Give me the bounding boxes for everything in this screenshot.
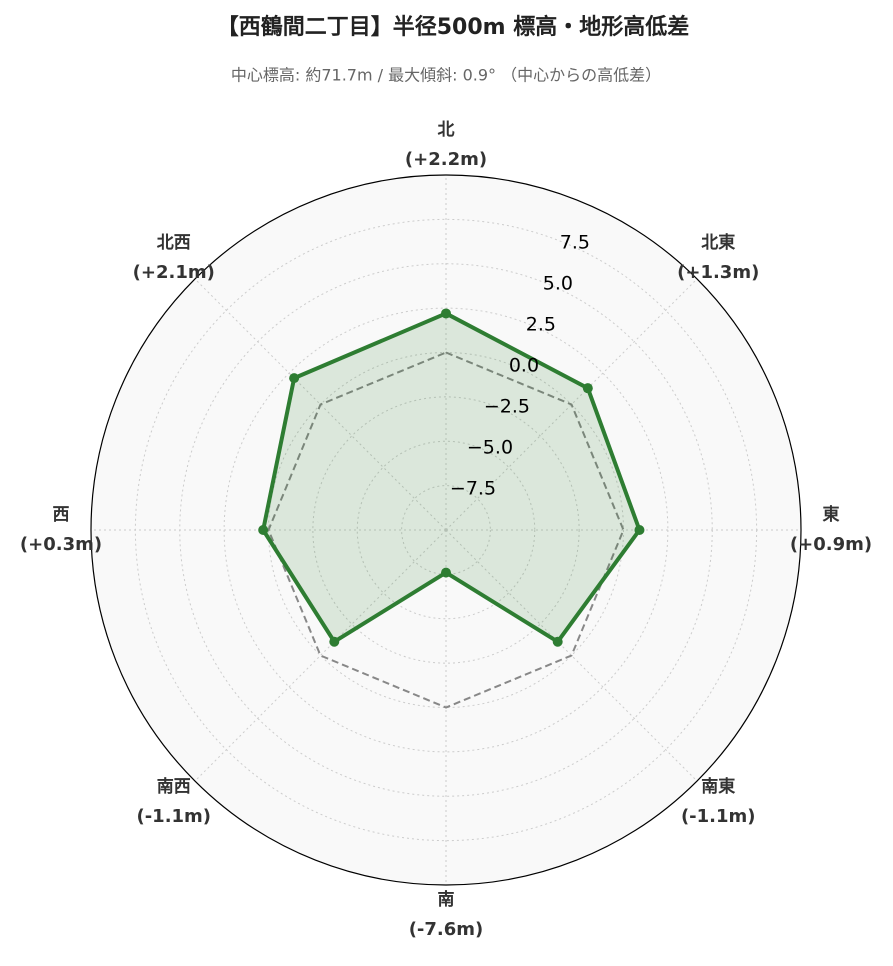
value-label: (-1.1m) bbox=[681, 806, 756, 827]
data-point bbox=[289, 373, 300, 384]
data-point bbox=[582, 383, 593, 394]
r-tick-label: −5.0 bbox=[467, 437, 513, 459]
plot-border bbox=[90, 174, 802, 886]
value-label: (+1.3m) bbox=[677, 262, 759, 283]
data-point bbox=[441, 567, 451, 578]
data-point bbox=[258, 525, 269, 535]
category-label: 西 bbox=[53, 505, 70, 525]
r-tick-label: 5.0 bbox=[543, 273, 573, 295]
r-tick-label: 2.5 bbox=[526, 314, 556, 336]
grid-spoke bbox=[194, 529, 447, 782]
value-label: (+2.1m) bbox=[133, 262, 215, 283]
category-label: 北 bbox=[438, 120, 455, 140]
grid-spoke bbox=[445, 529, 698, 782]
category-label: 南西 bbox=[157, 776, 191, 797]
data-point bbox=[552, 636, 563, 647]
grid-spoke bbox=[194, 278, 447, 531]
data-point bbox=[634, 525, 645, 535]
r-tick-label: 7.5 bbox=[560, 232, 590, 254]
r-tick-label: −7.5 bbox=[450, 478, 496, 500]
category-label: 南東 bbox=[701, 776, 735, 797]
reference-line bbox=[267, 351, 625, 709]
category-label: 北東 bbox=[701, 232, 735, 253]
category-label: 北西 bbox=[157, 233, 191, 253]
category-label: 東 bbox=[823, 504, 840, 525]
category-label: 南 bbox=[438, 889, 455, 910]
value-label: (-1.1m) bbox=[136, 806, 211, 827]
r-tick-label: 0.0 bbox=[509, 355, 539, 377]
r-tick-label: −2.5 bbox=[484, 396, 530, 418]
grid-circle bbox=[312, 396, 580, 664]
value-label: (-7.6m) bbox=[409, 919, 484, 940]
grid-circle bbox=[401, 485, 491, 575]
value-label: (+2.2m) bbox=[405, 149, 487, 170]
value-label: (+0.9m) bbox=[790, 534, 872, 555]
grid-spoke bbox=[445, 278, 698, 531]
chart-subtitle: 中心標高: 約71.7m / 最大傾斜: 0.9° （中心からの高低差） bbox=[231, 66, 661, 85]
value-label: (+0.3m) bbox=[20, 534, 102, 555]
chart-title: 【西鶴間二丁目】半径500m 標高・地形高低差 bbox=[217, 14, 690, 40]
data-point bbox=[441, 308, 451, 319]
grid-circle bbox=[356, 440, 536, 620]
data-point bbox=[329, 636, 340, 647]
